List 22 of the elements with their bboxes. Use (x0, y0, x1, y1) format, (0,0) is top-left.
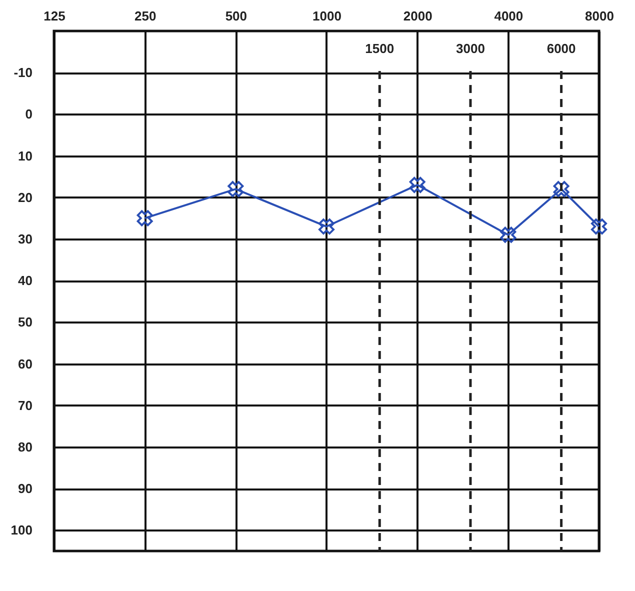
y-tick-label: 100 (10, 522, 32, 538)
y-tick-label: 0 (25, 106, 32, 122)
x-tick-label: 250 (134, 8, 156, 24)
x-tick-label: 2000 (403, 8, 432, 24)
ref-line-label: 6000 (546, 41, 576, 56)
y-tick-label: 20 (18, 190, 32, 205)
ref-line-label: 3000 (456, 41, 485, 56)
y-tick-label: 70 (18, 398, 32, 413)
y-tick-label: 90 (18, 481, 32, 496)
y-tick-label: 80 (18, 440, 32, 454)
x-tick-label: 500 (225, 8, 248, 24)
x-tick-label: 4000 (494, 8, 524, 24)
y-tick-label: 30 (18, 232, 32, 246)
y-tick-label: 40 (18, 273, 32, 288)
y-tick-label: 60 (18, 356, 32, 372)
x-tick-label: 1000 (312, 8, 342, 24)
x-tick-label: 8000 (585, 8, 614, 24)
ref-line-label: 1500 (365, 41, 394, 56)
y-tick-label: 10 (18, 148, 32, 164)
y-tick-label: -10 (14, 65, 32, 80)
y-tick-label: 50 (18, 314, 32, 330)
x-tick-label: 125 (44, 8, 66, 24)
